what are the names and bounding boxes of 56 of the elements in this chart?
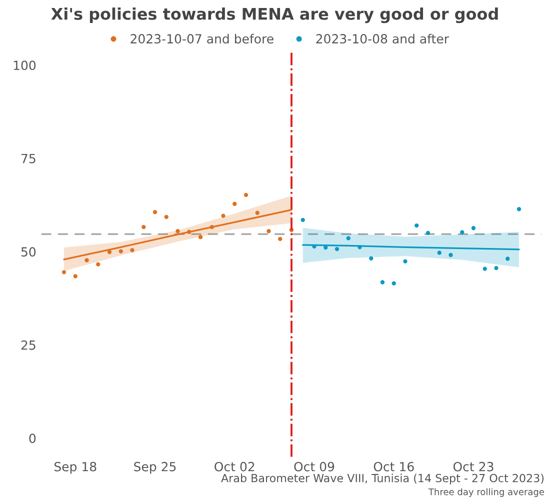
x-tick-label: Sep 18: [54, 462, 96, 474]
point: [130, 248, 134, 252]
point: [107, 250, 112, 254]
legend-label: 2023-10-08 and after: [316, 34, 450, 44]
point: [210, 224, 214, 230]
y-tick-label: 75: [22, 154, 36, 164]
point: [414, 223, 419, 228]
point: [300, 218, 305, 222]
point: [380, 280, 385, 284]
point: [142, 224, 146, 230]
chart-title: Xi's policies towards MENA are very good or good: [51, 8, 498, 24]
point: [96, 262, 100, 266]
point: [255, 210, 260, 215]
point: [506, 256, 510, 261]
x-tick-label: Oct 23: [453, 462, 494, 472]
point: [176, 229, 180, 234]
point: [118, 249, 123, 254]
point: [278, 236, 282, 242]
point: [232, 202, 237, 206]
point: [426, 230, 430, 236]
point: [358, 245, 362, 250]
point: [244, 192, 248, 198]
point: [312, 244, 316, 249]
legend-label: 2023-10-07 and before: [130, 34, 274, 44]
point: [266, 229, 271, 234]
point: [392, 281, 396, 286]
point: [403, 259, 408, 264]
point: [471, 226, 476, 230]
point: [448, 252, 453, 258]
x-tick-label: Sep 25: [134, 462, 176, 474]
point: [346, 236, 350, 240]
point: [437, 250, 442, 255]
line-series: [63, 209, 292, 260]
point: [62, 270, 66, 274]
point: [369, 256, 374, 260]
y-tick-label: 50: [21, 247, 36, 257]
x-tick-label: Oct 09: [294, 462, 334, 472]
point: [334, 246, 340, 252]
point: [73, 274, 78, 278]
point: [221, 214, 226, 218]
point: [84, 258, 89, 262]
y-tick-label: 25: [21, 340, 36, 350]
x-tick-label: Oct 16: [374, 462, 414, 472]
point: [494, 266, 498, 270]
point: [460, 230, 464, 234]
point: [187, 230, 192, 234]
point: [482, 266, 487, 271]
point: [152, 210, 158, 214]
point: [198, 235, 203, 240]
x-tick-label: Oct 02: [214, 462, 254, 472]
y-tick-label: 0: [29, 434, 36, 444]
text: Three day rolling average: [428, 488, 544, 497]
point: [164, 214, 168, 220]
text: Arab Barometer Wave VIII, Tunisia (14 Sept - 27 Oct 2023): [221, 474, 544, 484]
point: [516, 207, 522, 212]
y-tick-label: 100: [14, 60, 36, 70]
